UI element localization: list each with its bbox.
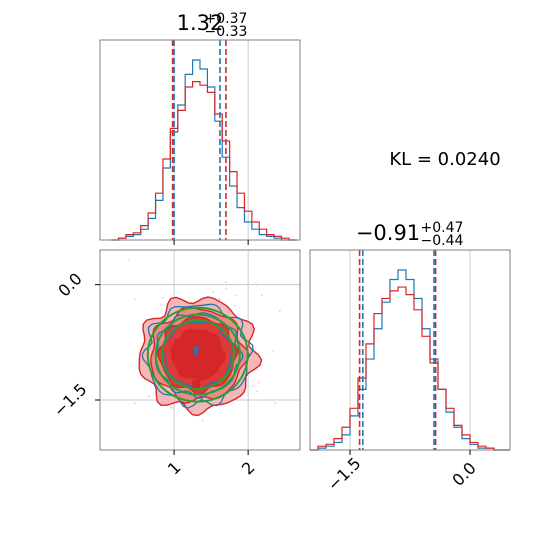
sample-point xyxy=(201,419,204,422)
sample-point xyxy=(162,296,164,299)
sample-point xyxy=(134,298,136,301)
sample-point xyxy=(128,259,130,262)
contour-green xyxy=(160,319,235,390)
contour-green xyxy=(146,306,249,403)
marginal-histogram-p2: −1.5 0.0 −0.91 +0.47 −0.44 xyxy=(309,220,511,495)
sample-point xyxy=(234,304,236,307)
marker-red xyxy=(198,348,207,357)
sample-point xyxy=(255,282,257,284)
sample-point xyxy=(218,297,221,300)
title-p1-sub: −0.33 xyxy=(205,24,248,40)
marker-blue xyxy=(193,346,202,355)
title-p2: −0.91 xyxy=(356,221,420,245)
histogram-series xyxy=(310,269,510,451)
quantile-lines xyxy=(358,250,437,450)
title-p1-sup: +0.37 xyxy=(205,11,248,27)
x-tick-label: 2 xyxy=(238,458,259,479)
y-tick-label: 0.0 xyxy=(54,269,85,300)
sample-point xyxy=(235,294,238,297)
markers xyxy=(174,339,207,388)
x-ticks xyxy=(173,240,249,245)
axes-frame xyxy=(99,39,301,241)
sample-point xyxy=(274,402,276,404)
histogram-blue xyxy=(111,59,297,241)
sample-point xyxy=(148,395,151,398)
sample-point xyxy=(171,407,174,409)
contour-green xyxy=(154,313,241,396)
marginal-histogram-p1: 1.32 +0.37 −0.33 xyxy=(99,11,301,245)
histogram-red xyxy=(111,81,297,241)
x-tick-label: −1.5 xyxy=(324,454,365,495)
marker-red xyxy=(174,339,183,348)
title-p2-sup: +0.47 xyxy=(421,220,464,236)
contour-layers xyxy=(128,259,281,422)
sample-point xyxy=(272,350,275,352)
sample-point xyxy=(225,287,228,290)
sample-point xyxy=(169,406,172,408)
title-p1-value: 1.32 xyxy=(177,11,224,35)
sample-point xyxy=(261,294,263,297)
grid xyxy=(173,40,249,240)
y-ticks: 0.0 −1.5 xyxy=(50,269,100,421)
y-tick-label: −1.5 xyxy=(50,380,91,421)
title-p1: 1.32 xyxy=(177,11,224,35)
sample-point xyxy=(224,281,227,283)
sample-point xyxy=(134,402,136,405)
sample-point xyxy=(257,381,260,384)
title-p2-sub: −0.44 xyxy=(421,233,464,249)
x-ticks: −1.5 0.0 xyxy=(324,450,480,495)
sample-point xyxy=(256,368,259,371)
x-tick-label: 1 xyxy=(164,458,185,479)
sample-point xyxy=(252,385,254,388)
axes-frame xyxy=(99,249,301,451)
histogram-series xyxy=(111,59,297,241)
sample-point xyxy=(212,291,214,294)
kl-label: KL = 0.0240 xyxy=(389,149,500,170)
histogram-blue xyxy=(310,269,510,451)
sample-point xyxy=(278,310,281,313)
axes-frame xyxy=(309,249,511,451)
quantile-lines xyxy=(171,40,227,240)
histogram-red xyxy=(310,286,510,451)
marker-red xyxy=(192,379,201,388)
sample-point xyxy=(255,390,258,393)
x-tick-label: 0.0 xyxy=(448,458,479,489)
